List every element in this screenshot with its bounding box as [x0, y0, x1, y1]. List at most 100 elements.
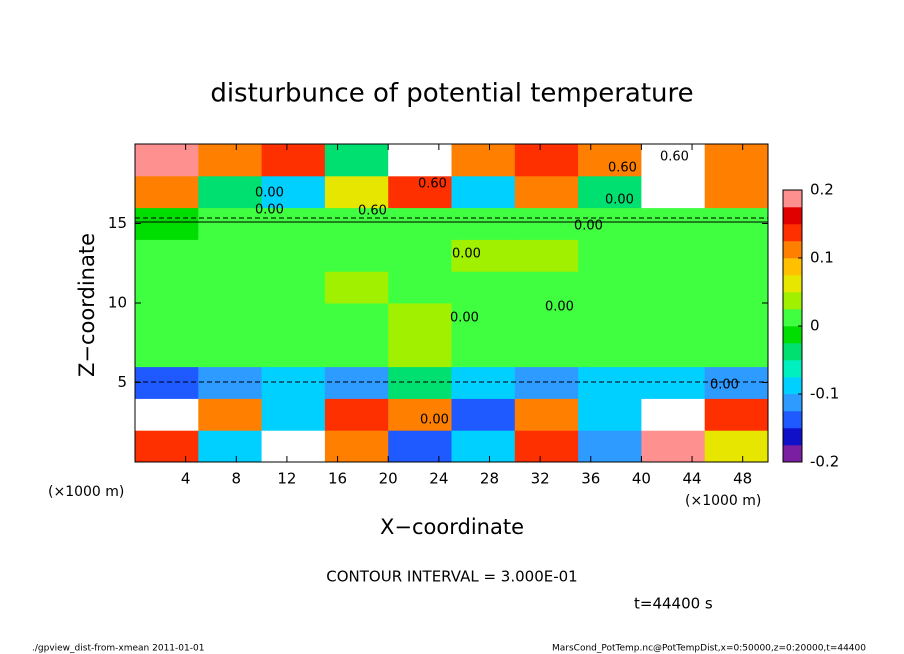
- heat-cell: [641, 334, 706, 368]
- colorbar-cell: [783, 207, 802, 225]
- heat-cell: [388, 175, 452, 209]
- x-axis-label: X−coordinate: [380, 515, 524, 539]
- heat-cell: [198, 207, 263, 240]
- heat-cell: [135, 144, 199, 177]
- heat-cell: [198, 430, 263, 463]
- footer-left: ./gpview_dist-from-xmean 2011-01-01: [32, 644, 204, 654]
- heat-cell: [324, 271, 389, 304]
- heat-cell: [135, 175, 199, 209]
- heat-cell: [514, 144, 579, 177]
- heat-cell: [135, 271, 199, 304]
- heat-cell: [451, 144, 516, 177]
- heat-cell: [261, 366, 326, 399]
- contour-interval: CONTOUR INTERVAL = 3.000E-01: [326, 568, 577, 586]
- heat-cell: [324, 303, 389, 336]
- heat-cell: [261, 239, 326, 272]
- heat-cell: [135, 207, 199, 240]
- heat-cell: [261, 271, 326, 304]
- heat-cell: [388, 398, 452, 431]
- heat-cell: [261, 303, 326, 336]
- heat-cell: [135, 239, 199, 272]
- x-tick-label: 48: [733, 470, 752, 488]
- heat-cell: [261, 430, 326, 463]
- contour-label: 0.60: [418, 177, 447, 192]
- heat-cell: [324, 144, 389, 177]
- x-tick-label: 20: [379, 470, 398, 488]
- colorbar-cell: [783, 343, 802, 361]
- heat-cell: [514, 430, 579, 463]
- x-tick-label: 40: [632, 470, 651, 488]
- heat-cell: [451, 334, 516, 368]
- colorbar-cell: [783, 258, 802, 276]
- heat-cell: [198, 144, 263, 177]
- heat-cell: [388, 303, 452, 336]
- x-tick-label: 44: [682, 470, 701, 488]
- heat-cell: [261, 144, 326, 177]
- heat-cell: [261, 398, 326, 431]
- heat-cell: [641, 430, 706, 463]
- x-tick-label: 28: [480, 470, 499, 488]
- heat-cell: [261, 334, 326, 368]
- contour-label: 0.60: [358, 204, 387, 219]
- contour-label: 0.00: [255, 203, 284, 218]
- chart-title: disturbunce of potential temperature: [210, 79, 693, 109]
- heat-cell: [451, 207, 516, 240]
- heat-cell: [704, 271, 769, 304]
- heat-cell: [388, 271, 452, 304]
- heat-cell: [641, 366, 706, 399]
- colorbar-cell: [783, 241, 802, 259]
- heat-cell: [388, 366, 452, 399]
- heat-cell: [641, 144, 706, 177]
- heat-cell: [704, 334, 769, 368]
- colorbar-cell: [783, 445, 802, 463]
- heat-cell: [324, 430, 389, 463]
- heat-cell: [704, 398, 769, 431]
- heat-cell: [451, 430, 516, 463]
- heat-cell: [451, 303, 516, 336]
- heat-cell: [451, 366, 516, 399]
- heat-cell: [514, 207, 579, 240]
- colorbar-cell: [783, 360, 802, 378]
- heat-cell: [704, 207, 769, 240]
- heat-cell: [324, 366, 389, 399]
- heat-cell: [514, 175, 579, 209]
- heat-cell: [198, 239, 263, 272]
- x-tick-label: 12: [277, 470, 296, 488]
- heat-cell: [198, 398, 263, 431]
- heat-cell: [514, 271, 579, 304]
- x-tick-label: 36: [581, 470, 600, 488]
- heat-cell: [388, 144, 452, 177]
- z-unit: (×1000 m): [48, 484, 124, 500]
- y-tick-label: 15: [108, 214, 127, 232]
- colorbar-cell: [783, 224, 802, 242]
- heat-cell: [135, 398, 199, 431]
- heat-cell: [198, 366, 263, 399]
- heat-cell: [578, 239, 642, 272]
- heat-cell: [578, 144, 642, 177]
- x-tick-label: 32: [531, 470, 550, 488]
- heat-cell: [641, 175, 706, 209]
- heat-cell: [514, 398, 579, 431]
- colorbar-tick-label: -0.1: [810, 385, 839, 403]
- colorbar-cell: [783, 394, 802, 412]
- heat-cell: [388, 207, 452, 240]
- x-tick-label: 16: [328, 470, 347, 488]
- heat-cell: [451, 175, 516, 209]
- contour-label: 0.00: [574, 219, 603, 234]
- y-axis-label: Z−coordinate: [75, 233, 99, 377]
- x-tick-label: 24: [429, 470, 448, 488]
- heat-cell: [578, 207, 642, 240]
- heat-cell: [704, 175, 769, 209]
- heat-cell: [641, 239, 706, 272]
- heat-cell: [198, 175, 263, 209]
- contour-label: 0.00: [420, 413, 449, 428]
- heat-cell: [451, 271, 516, 304]
- contour-label: 0.60: [660, 150, 689, 165]
- colorbar-cell: [783, 428, 802, 446]
- heat-cell: [704, 303, 769, 336]
- heat-cell: [641, 303, 706, 336]
- heat-cell: [578, 303, 642, 336]
- heat-cell: [514, 303, 579, 336]
- heat-cell: [578, 334, 642, 368]
- contour-label: 0.00: [450, 311, 479, 326]
